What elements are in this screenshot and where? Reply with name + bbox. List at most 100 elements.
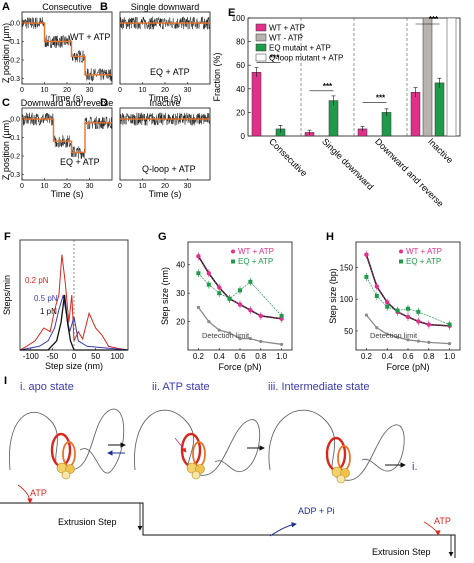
state-label-apo: i. apo state — [20, 381, 74, 393]
data-point — [238, 288, 242, 293]
data-point — [364, 313, 368, 317]
bar — [446, 17, 457, 137]
x-axis-label: Time (s) — [51, 93, 84, 103]
data-point — [375, 326, 379, 330]
y-tick-label: 20 — [176, 318, 185, 327]
x-tick-label: 20 — [63, 87, 71, 94]
data-point — [280, 342, 284, 346]
bar — [434, 82, 445, 137]
x-tick-label: 0.2 — [361, 352, 373, 361]
y-tick-label: 40 — [236, 85, 245, 94]
data-point — [405, 314, 411, 320]
x-tick-label: 0 — [20, 87, 24, 94]
x-tick-label: 0 — [118, 87, 122, 94]
x-tick-label: 0.6 — [234, 352, 246, 361]
y-tick-label: -0.1 — [8, 135, 20, 142]
y-tick-label: 40 — [176, 261, 185, 270]
condition-label: WT + ATP — [70, 32, 110, 42]
data-point — [385, 304, 390, 309]
trace-panel-a: A Consecutive 0 10 20 30 0.0 -0.1 -0.2 -0.3 Time (… — [2, 1, 113, 103]
panel-title: Consecutive — [42, 2, 92, 12]
data-point — [448, 342, 452, 346]
y-tick-label: -0.2 — [8, 154, 20, 161]
y-tick-label: -0.2 — [8, 58, 20, 65]
y-tick-label: -0.1 — [8, 39, 20, 46]
x-tick-label: -50 — [47, 352, 59, 361]
x-tick-label: 10 — [139, 87, 147, 94]
label-1pn: 1 pN — [40, 307, 57, 316]
x-tick-label: 50 — [91, 352, 100, 361]
bar — [251, 72, 262, 137]
x-tick-label: 30 — [184, 183, 192, 190]
data-point — [196, 305, 200, 309]
x-tick-label: 0.8 — [255, 352, 267, 361]
histogram-0-5pn — [19, 294, 129, 351]
x-tick-label: 0.4 — [214, 352, 226, 361]
y-tick-label: 80 — [236, 38, 245, 47]
step-fit-line — [22, 22, 112, 76]
legend-label: EQ + ATP — [406, 257, 441, 266]
significance-label: *** — [323, 82, 333, 91]
state-label-intermediate: iii. Intermediate state — [268, 381, 370, 393]
data-point — [416, 309, 421, 314]
panel-title: Downward and reverse — [21, 98, 114, 108]
y-axis-label: Steps/min — [2, 275, 12, 315]
series-line — [198, 273, 282, 317]
x-tick-label: 0 — [72, 352, 77, 361]
legend-label: WT - ATP — [269, 34, 303, 43]
data-point — [217, 291, 222, 296]
x-axis-label: Step size (nm) — [45, 361, 103, 371]
extrusion-step-label-2: Extrusion Step — [372, 547, 431, 557]
panel-title: Inactive — [149, 98, 180, 108]
label-0-2pn: 0.2 pN — [25, 276, 49, 285]
panel-letter: F — [4, 231, 11, 243]
bar — [328, 100, 339, 137]
category-label: Consecutive — [267, 136, 309, 178]
panel-letter: I — [4, 375, 7, 387]
adp-pi-label: ADP + Pi — [298, 506, 335, 516]
trace-panels: A Consecutive 0 10 20 30 0.0 -0.1 -0.2 -0.3 Time (… — [2, 1, 211, 199]
y-tick-label: 0 — [241, 132, 246, 141]
label-0-5pn: 0.5 pN — [34, 294, 58, 303]
atp-arrow-1 — [17, 484, 33, 504]
data-point — [248, 337, 252, 341]
bar — [410, 92, 421, 137]
panel-g: G 0.2 0.4 0.6 0.8 1.0 Force (pN) 20 30 40 Step siz… — [158, 231, 293, 372]
histogram-0-2pn — [19, 254, 129, 351]
x-tick-label: 30 — [86, 183, 94, 190]
y-tick-label: 0.0 — [10, 21, 20, 28]
condition-label: EQ + ATP — [150, 67, 190, 77]
y-tick-label: -0.3 — [8, 172, 20, 179]
dna-strand-1 — [8, 408, 125, 474]
data-point — [196, 254, 201, 259]
x-tick-label: 0 — [20, 183, 24, 190]
panel-letter: B — [100, 1, 108, 13]
legend-swatch — [255, 33, 267, 42]
panel-letter: H — [326, 231, 334, 243]
trace-panel-c: C Downward and reverse 0 10 20 30 0.0 -0.1 -0.2 -… — [2, 97, 113, 199]
data-point — [238, 337, 242, 341]
state-label-atp: ii. ATP state — [152, 381, 210, 393]
panel-letter: E — [228, 7, 235, 19]
data-point — [259, 339, 263, 344]
data-point — [416, 319, 421, 324]
data-point — [279, 313, 284, 318]
step-timeline — [0, 502, 456, 558]
data-point — [416, 339, 420, 343]
data-point — [427, 340, 431, 344]
x-tick-label: 30 — [184, 87, 192, 94]
histogram-1pn — [20, 294, 128, 351]
trace-y-label-bottom: Z position (µm) — [1, 120, 11, 180]
dna-strand-2 — [134, 409, 261, 476]
y-tick-label: 60 — [236, 61, 245, 70]
x-tick-label: 20 — [63, 183, 71, 190]
y-tick-label: -0.3 — [8, 76, 20, 83]
x-axis-label: Time (s) — [149, 189, 182, 199]
x-tick-label: 0.2 — [193, 352, 205, 361]
legend-marker — [399, 249, 403, 254]
data-point — [258, 313, 263, 319]
data-point — [206, 282, 211, 287]
trace-line — [21, 17, 113, 82]
